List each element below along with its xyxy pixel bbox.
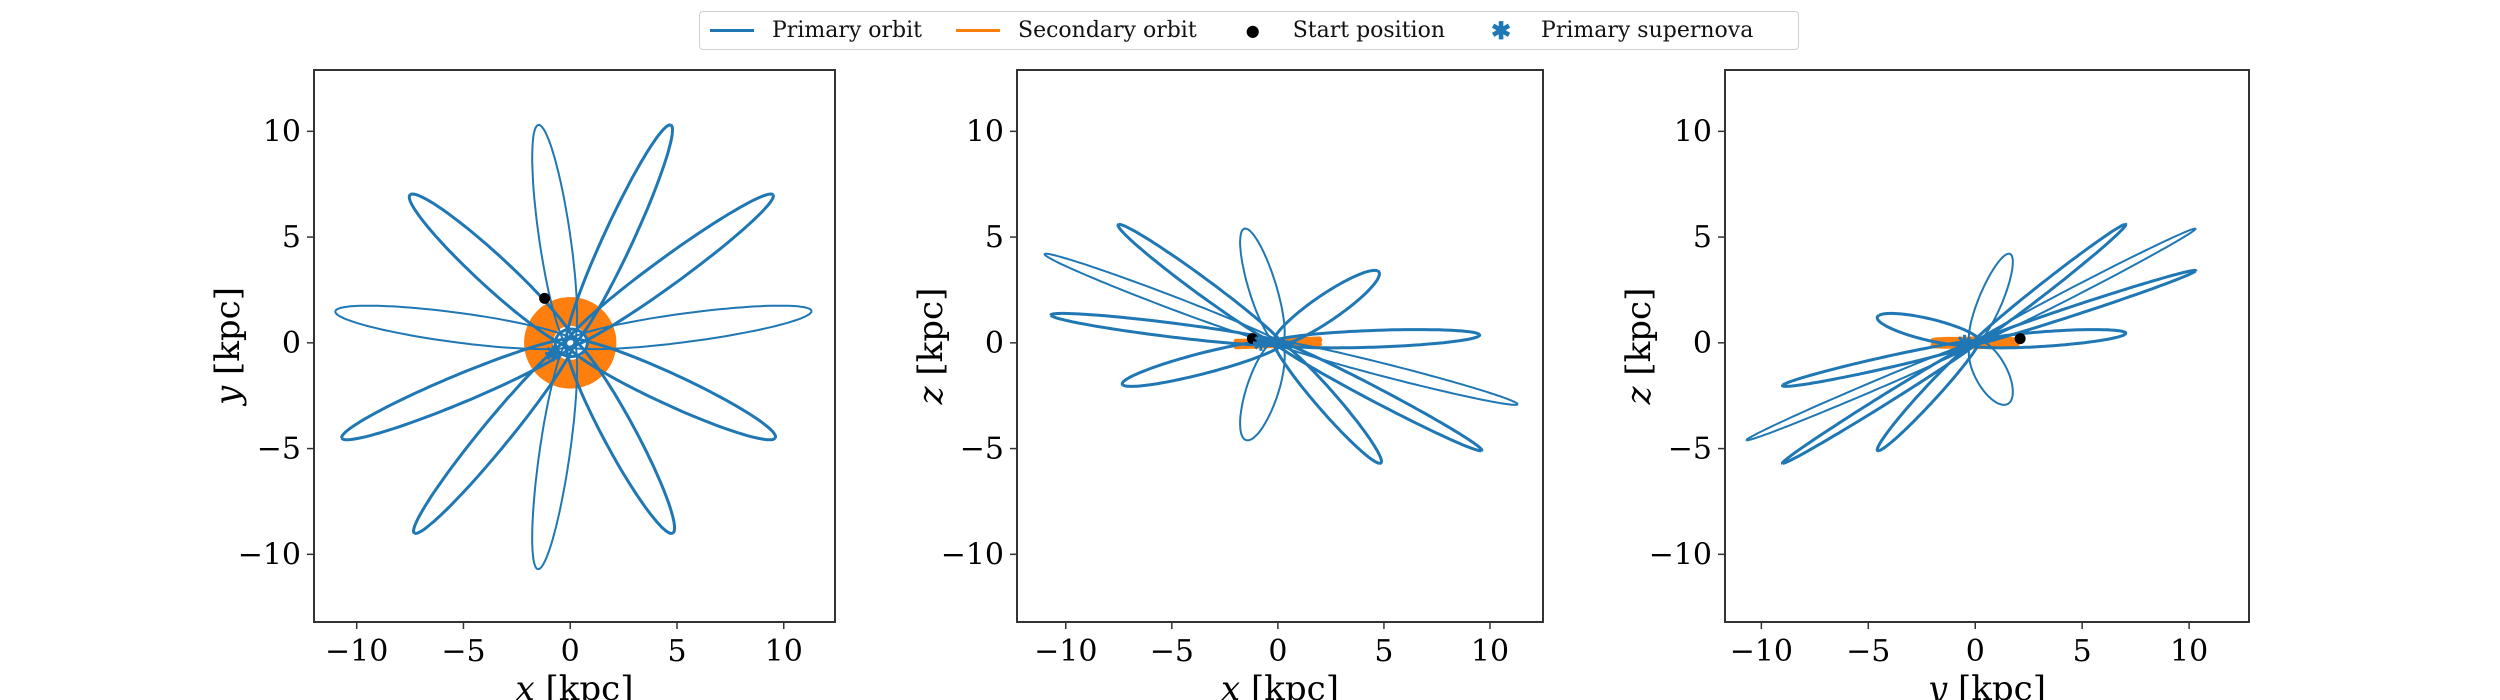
- x-tick-label: 0: [1966, 634, 1985, 669]
- x-tick-label: −10: [1034, 634, 1097, 669]
- y-axis-variable: z: [1619, 385, 1659, 405]
- y-axis-variable: y: [208, 385, 248, 407]
- plot-area: [334, 123, 813, 571]
- legend-item-primary-orbit: Primary orbit: [710, 18, 922, 43]
- y-tick-label: −10: [1649, 537, 1712, 572]
- y-tick-label: 0: [1693, 326, 1712, 361]
- primary-orbit-petal: [1745, 339, 1983, 442]
- y-axis-label: z [kpc]: [911, 288, 951, 406]
- axes-frame: [1724, 69, 2250, 623]
- y-tick-label: 10: [1674, 114, 1712, 149]
- primary-orbit-inner-loop: [553, 327, 589, 359]
- axes-frame: [313, 69, 836, 623]
- axes-frame: [1016, 69, 1544, 623]
- legend-item-secondary-orbit: Secondary orbit: [956, 18, 1197, 43]
- y-tick-label: −10: [941, 537, 1004, 572]
- start-position-marker: [2014, 333, 2026, 345]
- primary-supernova-marker: [545, 345, 562, 362]
- x-axis-label: x [kpc]: [516, 669, 634, 700]
- y-tick-label: 5: [985, 220, 1004, 255]
- legend-label: Primary orbit: [772, 18, 922, 43]
- x-axis-label: x [kpc]: [1221, 669, 1339, 700]
- y-tick-label: 10: [966, 114, 1004, 149]
- y-tick-label: −5: [1668, 432, 1712, 467]
- primary-orbit-petal: [1968, 222, 2128, 348]
- primary-orbit-petal: [340, 336, 579, 442]
- x-tick-label: −10: [325, 634, 388, 669]
- x-axis-label: y [kpc]: [1926, 669, 2046, 700]
- primary-orbit-petal: [1116, 222, 1285, 348]
- y-tick-label: −5: [257, 432, 301, 467]
- y-axis-unit: [kpc]: [208, 287, 248, 386]
- legend-label: Primary supernova: [1541, 18, 1754, 43]
- x-axis-variable: x: [516, 669, 535, 700]
- legend-label: Secondary orbit: [1018, 18, 1197, 43]
- y-tick-label: −5: [960, 432, 1004, 467]
- primary-supernova-marker: [1252, 334, 1269, 351]
- x-tick-label: 5: [2073, 634, 2092, 669]
- y-axis-variable: z: [911, 385, 951, 405]
- secondary-orbit-line-icon: [956, 29, 1000, 32]
- dot-marker-icon: ●: [1245, 20, 1260, 40]
- legend-item-primary-supernova: ✱ Primary supernova: [1479, 18, 1753, 43]
- asterisk-marker-icon: ✱: [1490, 15, 1512, 45]
- x-tick-label: −5: [1846, 634, 1890, 669]
- primary-orbit-petal: [407, 192, 577, 350]
- legend-label: Start position: [1292, 18, 1446, 43]
- legend-item-start-position: ● Start position: [1231, 18, 1445, 43]
- plot-area: [1043, 222, 1519, 465]
- x-tick-label: 0: [561, 634, 580, 669]
- y-tick-label: 5: [282, 220, 301, 255]
- x-tick-label: 10: [765, 634, 803, 669]
- y-axis-label: y [kpc]: [208, 287, 248, 407]
- x-tick-label: 5: [1374, 634, 1393, 669]
- x-tick-label: −5: [1150, 634, 1194, 669]
- y-tick-label: 10: [263, 114, 301, 149]
- supernova-asterisk-stroke: [546, 346, 560, 361]
- x-tick-label: 10: [2170, 634, 2208, 669]
- supernova-asterisk-stroke: [1254, 336, 1268, 350]
- y-axis-label: z [kpc]: [1619, 288, 1659, 406]
- primary-orbit-petal: [1270, 338, 1484, 453]
- primary-supernova-marker: [1956, 334, 1973, 351]
- y-axis-unit: [kpc]: [911, 288, 951, 387]
- x-tick-label: 0: [1268, 634, 1287, 669]
- x-axis-variable: x: [1221, 669, 1240, 700]
- y-tick-label: 5: [1693, 220, 1712, 255]
- x-tick-label: −5: [441, 634, 485, 669]
- legend: Primary orbit Secondary orbit ● Start po…: [699, 11, 1799, 50]
- y-tick-label: −10: [238, 537, 301, 572]
- x-tick-label: 5: [667, 634, 686, 669]
- plot-area: [1745, 222, 2198, 465]
- x-tick-label: 10: [1471, 634, 1509, 669]
- primary-orbit-line-icon: [710, 29, 754, 32]
- x-tick-label: −10: [1730, 634, 1793, 669]
- x-axis-variable: y: [1926, 669, 1948, 700]
- start-position-marker: [539, 292, 551, 304]
- supernova-asterisk-stroke: [1957, 336, 1972, 350]
- x-axis-unit: [kpc]: [1947, 669, 2046, 700]
- y-tick-label: 0: [985, 326, 1004, 361]
- x-axis-unit: [kpc]: [535, 669, 634, 700]
- x-axis-unit: [kpc]: [1240, 669, 1339, 700]
- y-axis-unit: [kpc]: [1619, 288, 1659, 387]
- y-tick-label: 0: [282, 326, 301, 361]
